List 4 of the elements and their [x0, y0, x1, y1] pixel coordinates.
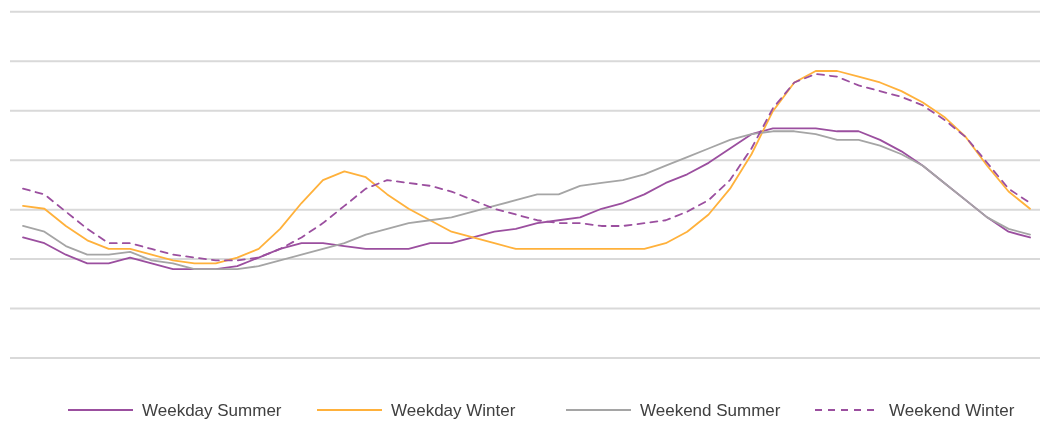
legend-label: Weekend Summer [640, 401, 781, 420]
legend-label: Weekday Winter [391, 401, 516, 420]
legend-label: Weekend Winter [889, 401, 1015, 420]
legend-label: Weekday Summer [142, 401, 282, 420]
